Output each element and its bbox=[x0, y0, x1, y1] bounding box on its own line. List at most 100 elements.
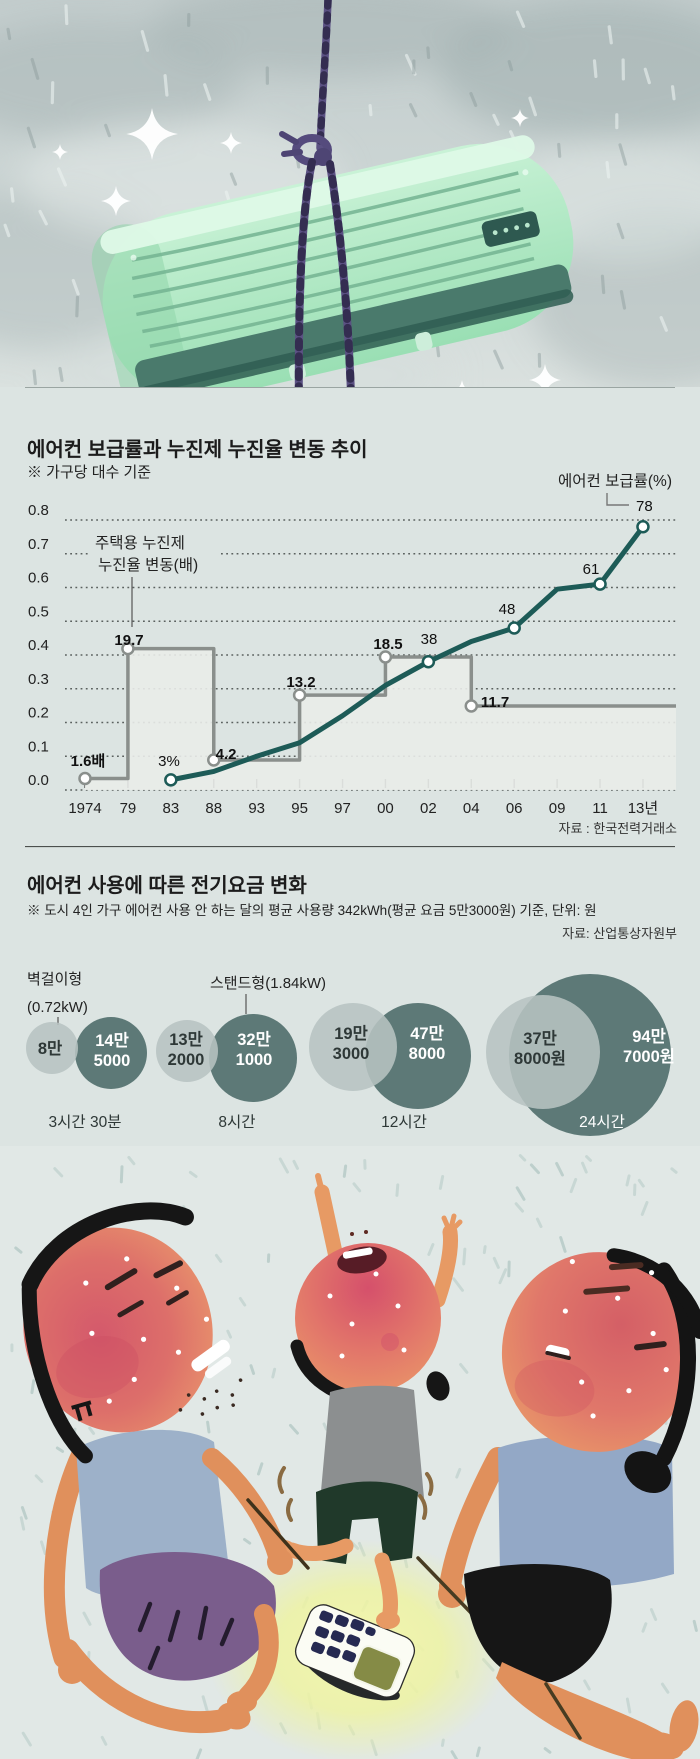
wall-cost-value: 8000원 bbox=[514, 1049, 566, 1068]
wall-cost-value: 2000 bbox=[168, 1051, 205, 1069]
label-backplate bbox=[88, 533, 220, 575]
x-tick-label: 83 bbox=[162, 800, 179, 817]
floor-scribble bbox=[692, 1619, 698, 1632]
y-tick-label: 0.8 bbox=[28, 502, 49, 519]
hand-stick bbox=[416, 1556, 476, 1618]
step-series-line bbox=[85, 646, 676, 781]
step-series-label-line2: 누진율 변동(배) bbox=[98, 556, 198, 574]
pointing-finger bbox=[315, 1173, 325, 1195]
rain-dash bbox=[515, 10, 526, 28]
mother-shorts bbox=[464, 1563, 612, 1683]
x-tick-label: 13년 bbox=[628, 800, 659, 817]
wall-type-capacity: (0.72kW) bbox=[27, 999, 88, 1016]
rain-dash bbox=[50, 81, 55, 105]
rain-dash bbox=[621, 58, 625, 81]
rain-dash bbox=[493, 349, 504, 370]
floor-scribble bbox=[206, 1420, 211, 1434]
floor-scribble bbox=[427, 1243, 435, 1256]
rain-dash bbox=[265, 66, 269, 85]
y-tick-label: 0.3 bbox=[28, 671, 49, 688]
floor-scribble bbox=[226, 1329, 233, 1339]
wall-cost-value: 8만 bbox=[38, 1039, 62, 1058]
sparkle-icon bbox=[459, 380, 465, 387]
data-marker bbox=[207, 753, 221, 767]
floor-scribble bbox=[19, 1516, 26, 1531]
mother bbox=[416, 1248, 700, 1759]
y-tick-label: 0.6 bbox=[28, 570, 49, 587]
floor-scribble bbox=[583, 1679, 591, 1691]
floor-scribble bbox=[529, 1163, 540, 1175]
penetration-value-label: 3% bbox=[158, 753, 180, 770]
stand-type-label: 스탠드형(1.84kW) bbox=[210, 975, 326, 992]
floor-scribble bbox=[492, 1256, 500, 1269]
wall-cost-bubble bbox=[26, 1022, 78, 1074]
rain-dash bbox=[469, 91, 478, 107]
wall-cost-value: 3000 bbox=[333, 1045, 370, 1063]
wall-cost-value: 13만 bbox=[169, 1030, 203, 1049]
floor-scribble bbox=[535, 1217, 543, 1229]
chart2-note: ※ 도시 4인 가구 에어컨 사용 안 하는 달의 평균 사용량 342kWh(… bbox=[27, 903, 597, 918]
floor-scribble bbox=[278, 1157, 289, 1174]
rain-dash bbox=[9, 187, 15, 203]
rain-dash bbox=[203, 83, 212, 101]
x-tick-label: 93 bbox=[248, 800, 265, 817]
floor-scribble bbox=[452, 1277, 464, 1292]
y-tick-label: 0.2 bbox=[28, 705, 49, 722]
step-series-label-line1: 주택용 누진제 bbox=[95, 534, 185, 552]
data-marker bbox=[636, 520, 650, 534]
sparkle-icon bbox=[220, 132, 242, 154]
y-tick-label: 0.5 bbox=[28, 603, 49, 620]
father-ear bbox=[71, 1400, 93, 1422]
baby-sweat-drops bbox=[327, 1271, 407, 1359]
duration-label: 8시간 bbox=[218, 1113, 255, 1131]
floor-scribble bbox=[266, 1253, 271, 1263]
wall-cost-bubble bbox=[309, 1003, 397, 1091]
father-hair bbox=[21, 1202, 194, 1293]
data-marker bbox=[593, 577, 607, 591]
stand-cost-value: 5000 bbox=[94, 1052, 131, 1070]
penetration-progressive-rate-chart: 에어컨 보급률과 누진제 누진율 변동 추이 ※ 가구당 대수 기준 0.00.… bbox=[25, 387, 677, 836]
rain-dash bbox=[38, 209, 48, 226]
penetration-value-label: 61 bbox=[583, 561, 600, 578]
x-tick-label: 97 bbox=[334, 800, 351, 817]
rain-dash bbox=[408, 103, 418, 118]
floor-scribble bbox=[559, 1236, 567, 1253]
data-marker bbox=[164, 773, 178, 787]
chart2-source: 자료: 산업통상자원부 bbox=[562, 926, 677, 941]
rain-dash bbox=[58, 366, 64, 382]
x-tick-label: 95 bbox=[291, 800, 308, 817]
floor-scribble bbox=[455, 1467, 462, 1479]
rain-dash bbox=[26, 126, 37, 149]
rain-dash bbox=[659, 316, 668, 332]
duration-label: 12시간 bbox=[381, 1113, 427, 1131]
x-tick-label: 06 bbox=[506, 800, 523, 817]
floor-scribble bbox=[462, 1247, 467, 1266]
rain-dash bbox=[605, 160, 611, 179]
floor-scribble bbox=[34, 1474, 44, 1483]
rain-dash bbox=[528, 96, 538, 117]
duration-label: 3시간 30분 bbox=[49, 1113, 122, 1131]
floor-scribble bbox=[201, 1695, 209, 1713]
x-tick-label: 11 bbox=[592, 800, 608, 817]
floor-scribble bbox=[243, 1537, 252, 1545]
chart1-note: ※ 가구당 대수 기준 bbox=[27, 464, 151, 481]
step-value-label: 1.6배 bbox=[71, 753, 106, 770]
floor-scribble bbox=[395, 1183, 400, 1197]
rope bbox=[279, 0, 355, 387]
penetration-series-line bbox=[168, 524, 646, 783]
rain-dash bbox=[71, 278, 80, 296]
rain-dash bbox=[507, 60, 514, 72]
rain-dash bbox=[104, 123, 111, 138]
rain-dash bbox=[64, 4, 69, 26]
floor-scribble bbox=[88, 1426, 96, 1435]
father-head bbox=[21, 1202, 243, 1464]
hand-stick bbox=[246, 1498, 310, 1570]
floor-scribble bbox=[292, 1159, 299, 1170]
floor-scribble bbox=[670, 1167, 678, 1174]
floor-scribble bbox=[438, 1175, 445, 1190]
rain-dash bbox=[643, 67, 651, 85]
floor-scribble bbox=[625, 1174, 631, 1187]
x-tick-label: 79 bbox=[120, 800, 137, 817]
rain-dash bbox=[600, 274, 606, 295]
